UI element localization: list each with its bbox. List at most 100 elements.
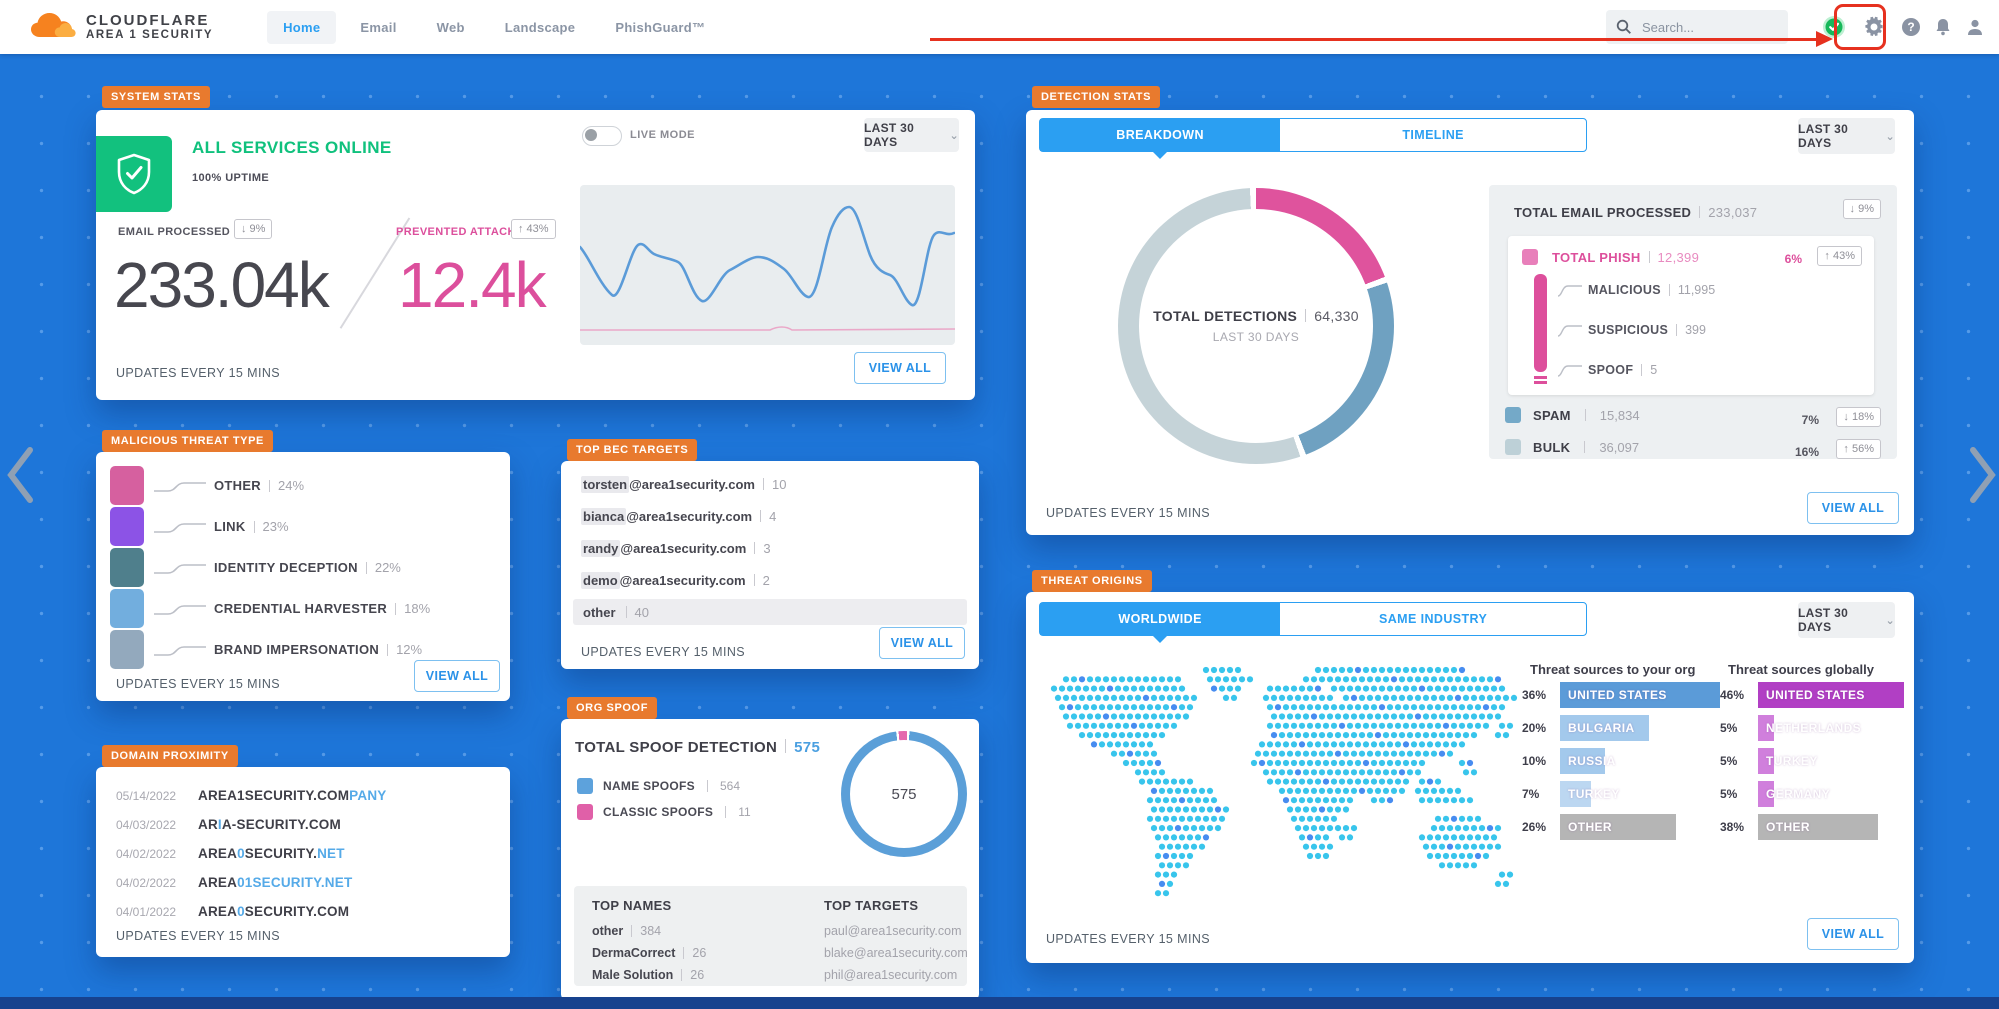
domain-name: AREA0SECURITY.NET — [198, 846, 345, 861]
total-email-processed: TOTAL EMAIL PROCESSED 233,037 — [1514, 205, 1758, 220]
total-spoof-title: TOTAL SPOOF DETECTION 575 — [575, 739, 821, 756]
threat-type-row[interactable]: OTHER 24% — [110, 466, 430, 505]
carousel-left-chevron-icon[interactable] — [6, 446, 34, 509]
nav-item-home[interactable]: Home — [267, 10, 337, 44]
range-value: LAST 30 DAYS — [1798, 122, 1849, 150]
user-avatar-icon[interactable] — [1963, 0, 1987, 54]
bec-target-row[interactable]: other 40 — [573, 599, 967, 625]
threat-type-row[interactable]: IDENTITY DECEPTION 22% — [110, 548, 430, 587]
domain-date: 04/02/2022 — [116, 875, 177, 890]
bar-row: 5% TURKEY — [1720, 748, 1904, 774]
nav-item-email[interactable]: Email — [360, 19, 397, 35]
malicious-view-all-button[interactable]: VIEW ALL — [414, 660, 500, 692]
bar-percent: 20% — [1522, 721, 1547, 735]
domain-row[interactable]: 04/01/2022 AREA0SECURITY.COM — [116, 897, 386, 926]
top-navbar: CLOUDFLARE AREA 1 SECURITY Home Email We… — [0, 0, 1999, 54]
system-stats-view-all-button[interactable]: VIEW ALL — [854, 352, 946, 384]
carousel-right-chevron-icon[interactable] — [1969, 446, 1997, 509]
threat-type-label: CREDENTIAL HARVESTER — [214, 601, 388, 616]
detection-view-all-button[interactable]: VIEW ALL — [1807, 492, 1899, 524]
connector-line — [154, 563, 206, 574]
malicious-threat-type-badge: MALICIOUS THREAT TYPE — [102, 430, 273, 452]
malicious-threat-type-card: OTHER 24% LINK 23% IDENTITY DECEPTIO — [96, 452, 510, 701]
country-bar: TURKEY — [1560, 781, 1619, 807]
connector-line — [154, 645, 206, 656]
help-icon[interactable]: ? — [1899, 0, 1923, 54]
origins-view-all-button[interactable]: VIEW ALL — [1807, 918, 1899, 950]
bar-percent: 5% — [1720, 754, 1738, 768]
total-phish-title: TOTAL PHISH 12,399 — [1552, 250, 1700, 265]
divider — [631, 925, 633, 937]
legend-value: 564 — [719, 779, 741, 793]
bulk-row: BULK 36,097 — [1505, 439, 1639, 455]
bec-target-row[interactable]: bianca @area1security.com 4 — [573, 503, 967, 529]
nav-item-web[interactable]: Web — [436, 19, 465, 35]
legend-row: CLASSIC SPOOFS 11 — [577, 799, 751, 825]
domain-row[interactable]: 04/02/2022 AREA01SECURITY.NET — [116, 868, 386, 897]
detection-range-dropdown[interactable]: LAST 30 DAYS ⌄ — [1798, 118, 1895, 154]
live-mode-toggle[interactable] — [582, 126, 622, 146]
domain-date: 04/01/2022 — [116, 904, 177, 919]
domain-proximity-footer: UPDATES EVERY 15 MINS — [116, 929, 281, 943]
bec-target-row[interactable]: demo @area1security.com 2 — [573, 567, 967, 593]
threat-type-row[interactable]: LINK 23% — [110, 507, 430, 546]
threat-origins-badge: THREAT ORIGINS — [1032, 570, 1152, 592]
domain-name: ARIA-SECURITY.COM — [198, 817, 341, 832]
shield-check-icon — [117, 153, 151, 195]
bec-target-count: 10 — [771, 476, 787, 492]
top-targets-title: TOP TARGETS — [824, 898, 919, 913]
svg-text:?: ? — [1907, 20, 1914, 34]
bec-target-row[interactable]: torsten @area1security.com 10 — [573, 471, 967, 497]
system-stats-range-dropdown[interactable]: LAST 30 DAYS ⌄ — [864, 118, 959, 152]
divider — [365, 561, 367, 574]
domain-row[interactable]: 04/03/2022 ARIA-SECURITY.COM — [116, 810, 386, 839]
search-input[interactable] — [1640, 18, 1774, 36]
chevron-down-icon: ⌄ — [949, 129, 959, 142]
org-sources-title: Threat sources to your org — [1530, 662, 1696, 677]
detection-detail-panel: TOTAL EMAIL PROCESSED 233,037 ↓ 9% TOTAL … — [1489, 185, 1897, 459]
threat-type-row[interactable]: CREDENTIAL HARVESTER 18% — [110, 589, 430, 628]
settings-gear-icon[interactable] — [1861, 0, 1887, 54]
email-processed-label: EMAIL PROCESSED — [118, 226, 231, 238]
top-target-row: phil@area1security.com — [824, 968, 958, 982]
global-sources-title: Threat sources globally — [1728, 662, 1874, 677]
divider — [785, 739, 787, 753]
nav-item-phishguard[interactable]: PhishGuard™ — [615, 19, 706, 35]
tab-same-industry[interactable]: SAME INDUSTRY — [1379, 612, 1488, 626]
total-email-value: 233,037 — [1708, 205, 1758, 220]
detection-footer: UPDATES EVERY 15 MINS — [1046, 506, 1211, 520]
bar-percent: 46% — [1720, 688, 1745, 702]
legend-row: NAME SPOOFS 564 — [577, 773, 751, 799]
threat-type-list: OTHER 24% LINK 23% IDENTITY DECEPTIO — [110, 466, 430, 671]
cloudflare-brand[interactable]: CLOUDFLARE AREA 1 SECURITY — [30, 11, 213, 43]
bec-view-all-button[interactable]: VIEW ALL — [879, 627, 965, 659]
domain-date: 04/03/2022 — [116, 817, 177, 832]
domain-proximity-card: 05/14/2022 AREA1SECURITY.COMPANY 04/03/2… — [96, 767, 510, 957]
tab-timeline[interactable]: TIMELINE — [1402, 128, 1464, 142]
divider — [269, 479, 270, 492]
threat-type-label: OTHER — [214, 478, 261, 493]
tab-worldwide[interactable]: WORLDWIDE — [1040, 603, 1281, 643]
nav-item-landscape[interactable]: Landscape — [504, 19, 576, 35]
domain-row[interactable]: 05/14/2022 AREA1SECURITY.COMPANY — [116, 781, 386, 810]
notifications-bell-icon[interactable] — [1931, 0, 1955, 54]
system-stats-card: ALL SERVICES ONLINE 100% UPTIME LIVE MOD… — [96, 110, 975, 400]
origins-range-dropdown[interactable]: LAST 30 DAYS ⌄ — [1798, 602, 1895, 638]
top-name-row: other 384 — [592, 924, 662, 938]
bec-target-row[interactable]: randy @area1security.com 3 — [573, 535, 967, 561]
email-trend-sparkline — [580, 185, 955, 345]
spam-row: SPAM 15,834 — [1505, 407, 1640, 423]
threat-type-value: 23% — [262, 519, 289, 534]
domain-proximity-list: 05/14/2022 AREA1SECURITY.COMPANY 04/03/2… — [116, 781, 386, 926]
domain-row[interactable]: 04/02/2022 AREA0SECURITY.NET — [116, 839, 386, 868]
domain-proximity-badge: DOMAIN PROXIMITY — [102, 745, 238, 767]
divider — [395, 602, 397, 615]
threat-type-row[interactable]: BRAND IMPERSONATION 12% — [110, 630, 430, 669]
bar-percent: 10% — [1522, 754, 1547, 768]
spoof-donut-chart: 575 — [841, 731, 967, 857]
bulk-value: 36,097 — [1599, 439, 1640, 455]
connector-line — [1557, 285, 1582, 297]
top-name-row: Male Solution 26 — [592, 968, 705, 982]
tab-breakdown[interactable]: BREAKDOWN — [1040, 119, 1281, 159]
divider — [1699, 206, 1701, 218]
